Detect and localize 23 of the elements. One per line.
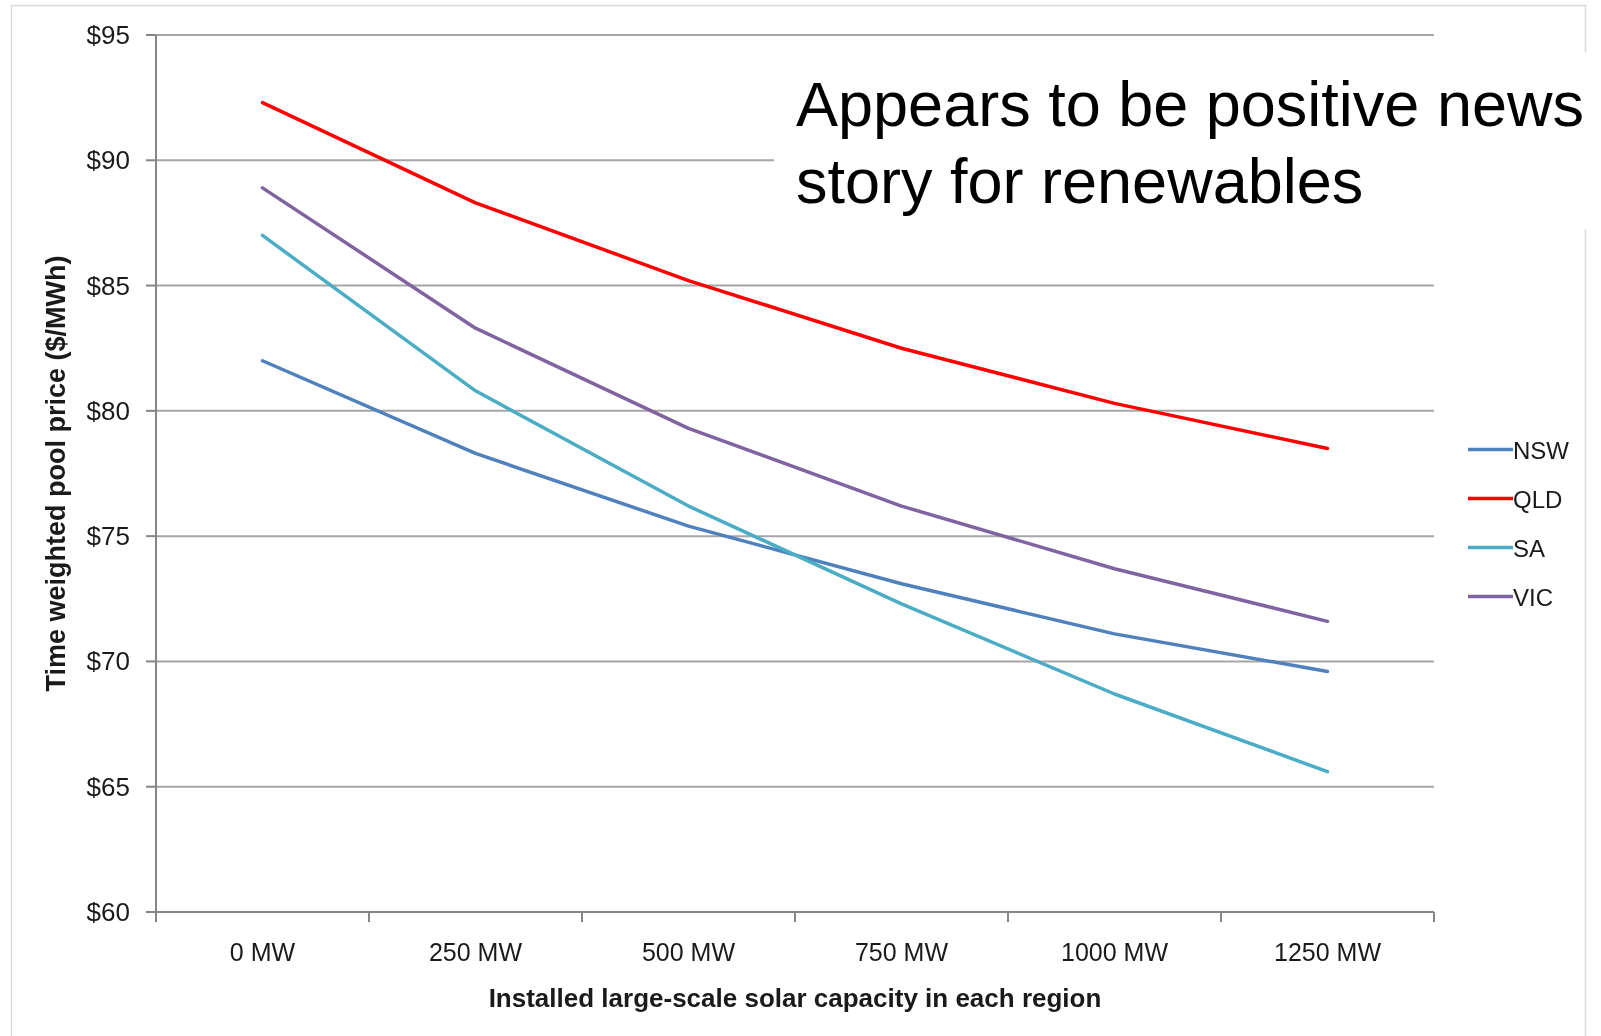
legend-label: VIC	[1513, 583, 1554, 610]
y-tick-label: $75	[86, 521, 130, 552]
x-tick-label: 750 MW	[854, 938, 949, 966]
x-axis-title: Installed large-scale solar capacity in each region	[488, 983, 1102, 1013]
legend-label: SA	[1513, 534, 1546, 561]
x-tick-label: 0 MW	[229, 938, 296, 966]
y-tick-label: $80	[86, 395, 130, 426]
y-tick-label: $65	[86, 771, 130, 802]
y-tick-label: $70	[86, 646, 130, 677]
y-axis-title: Time weighted pool price ($/MWh)	[41, 255, 71, 692]
x-tick-label: 1250 MW	[1274, 938, 1382, 966]
line-series	[260, 233, 1330, 774]
y-tick-label: $90	[86, 145, 130, 176]
annotation: Appears to be positive news story for renewables	[796, 69, 1584, 216]
legend-label: NSW	[1513, 436, 1570, 463]
y-tick-label: $85	[86, 270, 130, 301]
x-tick-label: 1000 MW	[1061, 938, 1169, 966]
line-series	[260, 358, 1330, 674]
x-tick-label: 500 MW	[641, 938, 736, 966]
x-tick-label: 250 MW	[428, 938, 523, 966]
y-tick-label: $60	[86, 897, 130, 927]
y-tick-label: $95	[86, 20, 130, 50]
legend-label: QLD	[1513, 485, 1563, 512]
